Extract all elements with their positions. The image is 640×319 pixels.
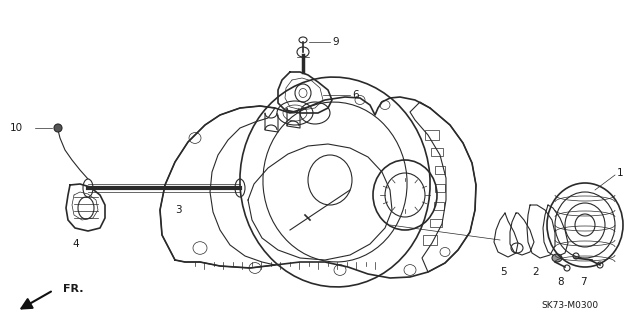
Text: 4: 4 [72, 239, 79, 249]
Text: 10: 10 [10, 123, 23, 133]
Bar [423, 235, 437, 245]
Ellipse shape [54, 124, 62, 132]
Ellipse shape [552, 254, 562, 262]
Bar [435, 184, 445, 192]
Bar [435, 166, 445, 174]
Bar [431, 148, 443, 156]
Text: FR.: FR. [63, 284, 83, 294]
Text: 6: 6 [352, 90, 358, 100]
Text: 7: 7 [580, 277, 587, 287]
Bar [434, 202, 444, 210]
Bar [425, 130, 439, 140]
Text: 1: 1 [617, 168, 623, 178]
Text: SK73-M0300: SK73-M0300 [541, 300, 598, 309]
Text: 2: 2 [532, 267, 539, 277]
Bar [430, 219, 442, 227]
Text: 5: 5 [500, 267, 507, 277]
Text: 3: 3 [175, 205, 182, 215]
Text: 9: 9 [332, 37, 339, 47]
Text: 8: 8 [557, 277, 564, 287]
